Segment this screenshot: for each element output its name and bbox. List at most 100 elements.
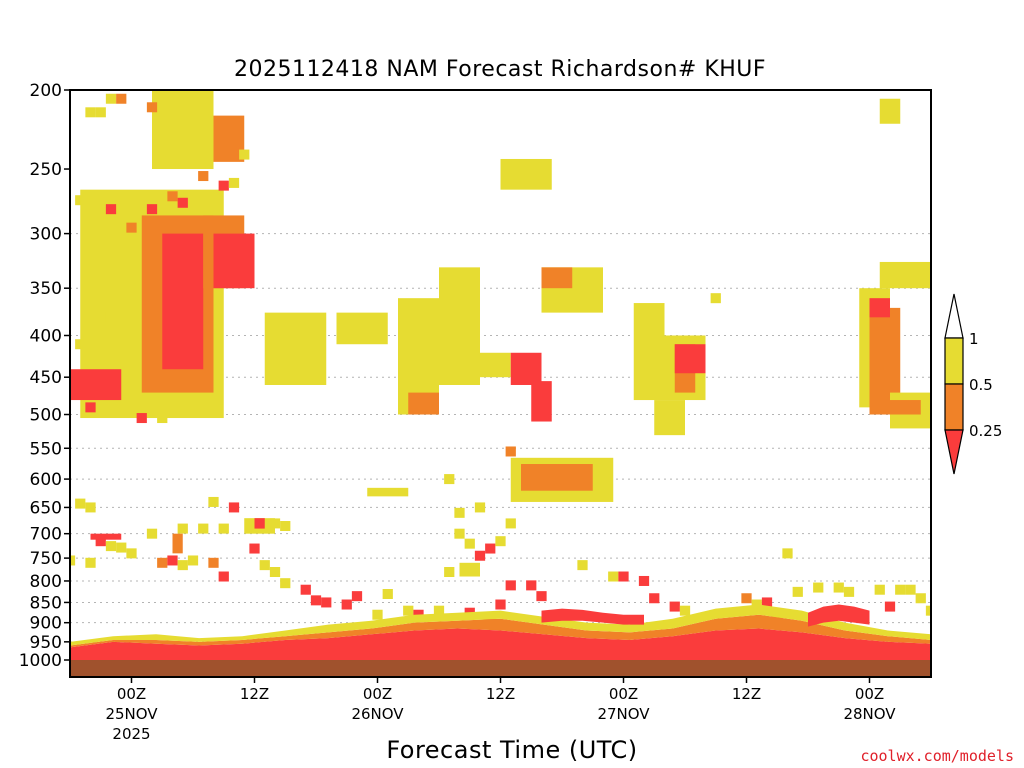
ri-region-3 [70, 369, 122, 401]
ytick-label-300: 300 [30, 225, 62, 245]
ri-cell-1 [95, 107, 106, 118]
ri-cell-27 [126, 548, 137, 559]
ri-cell-89 [813, 582, 824, 593]
ri-region-2 [162, 233, 204, 370]
ri-region-33 [879, 98, 901, 124]
xtick-date-0: 25NOV [105, 705, 158, 723]
ri-cell-62 [485, 543, 496, 554]
ytick-label-700: 700 [30, 525, 62, 545]
ri-region-5 [213, 233, 255, 289]
ri-cell-35 [218, 571, 229, 582]
ytick-label-450: 450 [30, 368, 62, 388]
ri-cell-95 [905, 584, 916, 595]
colorbar-label-2: 0.25 [969, 422, 1002, 440]
ri-band-1 [70, 614, 931, 648]
colorbar-segment-orange [944, 383, 964, 431]
ri-cell-68 [495, 599, 506, 610]
ytick-label-950: 950 [30, 633, 62, 653]
ri-region-11 [408, 392, 439, 415]
ri-region-38 [459, 562, 480, 577]
ri-cell-7 [218, 180, 229, 191]
ri-cell-0 [85, 107, 96, 118]
ri-cell-8 [228, 177, 240, 188]
xtick-label-3: 12Z [486, 685, 515, 703]
ri-cell-77 [618, 571, 629, 582]
ytick-label-550: 550 [30, 439, 62, 459]
xtick-label-2: 00Z [363, 685, 392, 703]
xtick-year-0: 2025 [112, 725, 150, 743]
ri-cell-28 [70, 555, 76, 566]
ri-cell-2 [105, 93, 117, 104]
ri-cell-10 [75, 195, 86, 206]
ri-cell-92 [874, 584, 885, 595]
xtick-label-0: 00Z [117, 685, 146, 703]
ri-cell-79 [649, 593, 660, 604]
ri-cell-65 [474, 502, 486, 513]
ri-cell-82 [710, 293, 721, 304]
ri-cell-32 [177, 560, 188, 571]
ri-cell-38 [198, 523, 209, 534]
ytick-label-850: 850 [30, 593, 62, 613]
ri-cell-30 [157, 557, 168, 568]
ri-cell-37 [177, 523, 188, 534]
ri-cell-25 [105, 541, 117, 552]
ri-region-37 [172, 533, 183, 554]
ri-cell-91 [843, 586, 855, 597]
ytick-label-500: 500 [30, 406, 62, 426]
ri-cell-55 [403, 605, 414, 616]
ri-cell-3 [116, 93, 127, 104]
ri-cell-4 [146, 102, 158, 113]
ri-cell-45 [259, 560, 270, 571]
ri-cell-48 [300, 584, 311, 595]
ri-cell-74 [505, 446, 516, 457]
ri-cell-80 [669, 601, 680, 612]
surface-layer [70, 660, 931, 677]
ytick-label-350: 350 [30, 279, 62, 299]
ri-cell-86 [782, 548, 793, 559]
ri-cell-60 [464, 538, 475, 549]
colorbar-bottom-arrow [944, 429, 964, 475]
ri-cell-90 [833, 582, 844, 593]
ri-cell-41 [228, 502, 240, 513]
xtick-label-1: 12Z [240, 685, 269, 703]
ri-band-4 [808, 604, 870, 627]
ri-region-9 [336, 312, 388, 345]
ri-cell-22 [75, 498, 86, 509]
ri-cell-97 [925, 605, 931, 616]
time-axis: 00Z 25NOV 2025 12Z 00Z 26NOV 12Z 00Z 27NOV 12Z 00Z… [105, 677, 896, 743]
ri-cell-57 [433, 605, 445, 616]
ri-cell-34 [208, 557, 219, 568]
ri-region-20 [521, 464, 593, 491]
ri-region-8 [264, 312, 327, 385]
colorbar-label-1: 0.5 [969, 376, 993, 394]
ri-cell-46 [269, 567, 281, 578]
colorbar-label-0: 1 [969, 330, 979, 348]
pressure-axis: 200 250 300 350 400 450 500 550 600 650 700 750 8008… [19, 81, 70, 671]
x-axis-label: Forecast Time (UTC) [386, 736, 637, 764]
ri-cell-52 [351, 591, 363, 602]
ri-cell-5 [177, 197, 188, 208]
ri-region-15 [531, 381, 552, 422]
ri-cell-71 [536, 591, 547, 602]
ytick-label-600: 600 [30, 470, 62, 490]
ri-cell-39 [208, 496, 219, 507]
xtick-date-4: 27NOV [597, 705, 650, 723]
ri-cell-47 [280, 578, 291, 589]
ri-cell-94 [895, 584, 906, 595]
low-level-bands [70, 604, 931, 660]
ri-cell-17 [85, 402, 96, 413]
ri-cell-78 [638, 575, 650, 586]
ri-cell-21 [157, 413, 168, 424]
ri-cell-29 [85, 557, 96, 568]
ri-cell-15 [167, 191, 178, 202]
ri-region-6 [152, 90, 214, 170]
ri-cell-96 [915, 593, 926, 604]
ri-cell-11 [95, 234, 106, 245]
ri-cell-69 [505, 580, 516, 591]
ri-cell-64 [505, 518, 516, 529]
ri-region-36 [254, 518, 265, 529]
ri-cell-75 [577, 560, 588, 571]
ri-cell-50 [321, 597, 332, 608]
ri-cell-20 [136, 413, 147, 424]
ytick-label-200: 200 [30, 81, 62, 101]
